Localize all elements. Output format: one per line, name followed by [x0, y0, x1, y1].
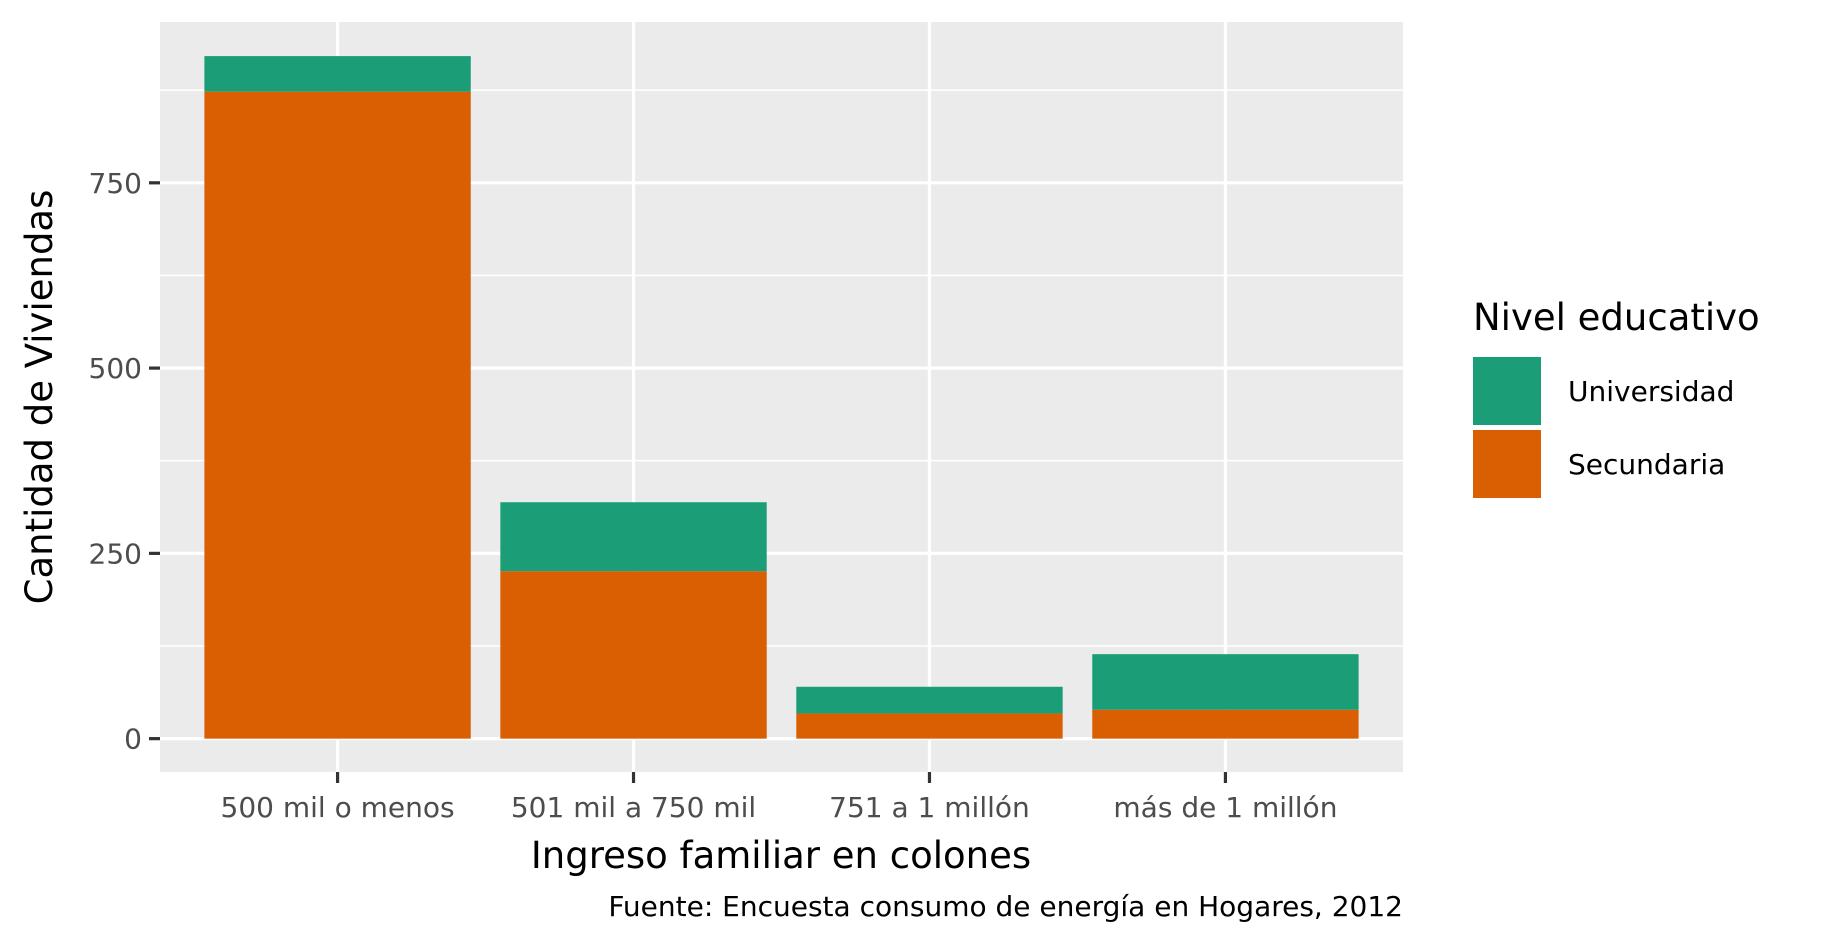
bar-secundaria-3 [1092, 709, 1359, 739]
legend-label-secundaria: Secundaria [1568, 448, 1725, 481]
legend-key-secundaria [1473, 430, 1541, 498]
legend: Nivel educativo Universidad Secundaria [1473, 296, 1760, 498]
caption: Fuente: Encuesta consumo de energía en H… [608, 890, 1403, 923]
y-axis-title: Cantidad de Viviendas [18, 190, 61, 605]
bar-universidad-0 [204, 56, 471, 92]
bar-secundaria-2 [796, 713, 1063, 739]
y-tick-label: 250 [89, 537, 142, 570]
bar-universidad-1 [500, 502, 767, 572]
y-tick-label: 500 [89, 352, 142, 385]
x-tick-label: 501 mil a 750 mil [511, 791, 756, 824]
bar-universidad-3 [1092, 654, 1359, 710]
y-axis: 0 250 500 750 [89, 167, 160, 756]
y-tick-label: 750 [89, 167, 142, 200]
legend-title: Nivel educativo [1473, 296, 1760, 339]
x-tick-label: 500 mil o menos [221, 791, 455, 824]
x-axis-title: Ingreso familiar en colones [531, 834, 1031, 877]
x-tick-label: 751 a 1 millón [829, 791, 1030, 824]
bar-secundaria-0 [204, 91, 471, 739]
x-axis: 500 mil o menos 501 mil a 750 mil 751 a 1 … [221, 772, 1337, 824]
legend-label-universidad: Universidad [1568, 375, 1734, 408]
legend-key-universidad [1473, 357, 1541, 425]
bar-universidad-2 [796, 686, 1063, 714]
bar-secundaria-1 [500, 571, 767, 739]
y-tick-label: 0 [124, 723, 142, 756]
bars [204, 56, 1359, 739]
x-tick-label: más de 1 millón [1113, 791, 1337, 824]
